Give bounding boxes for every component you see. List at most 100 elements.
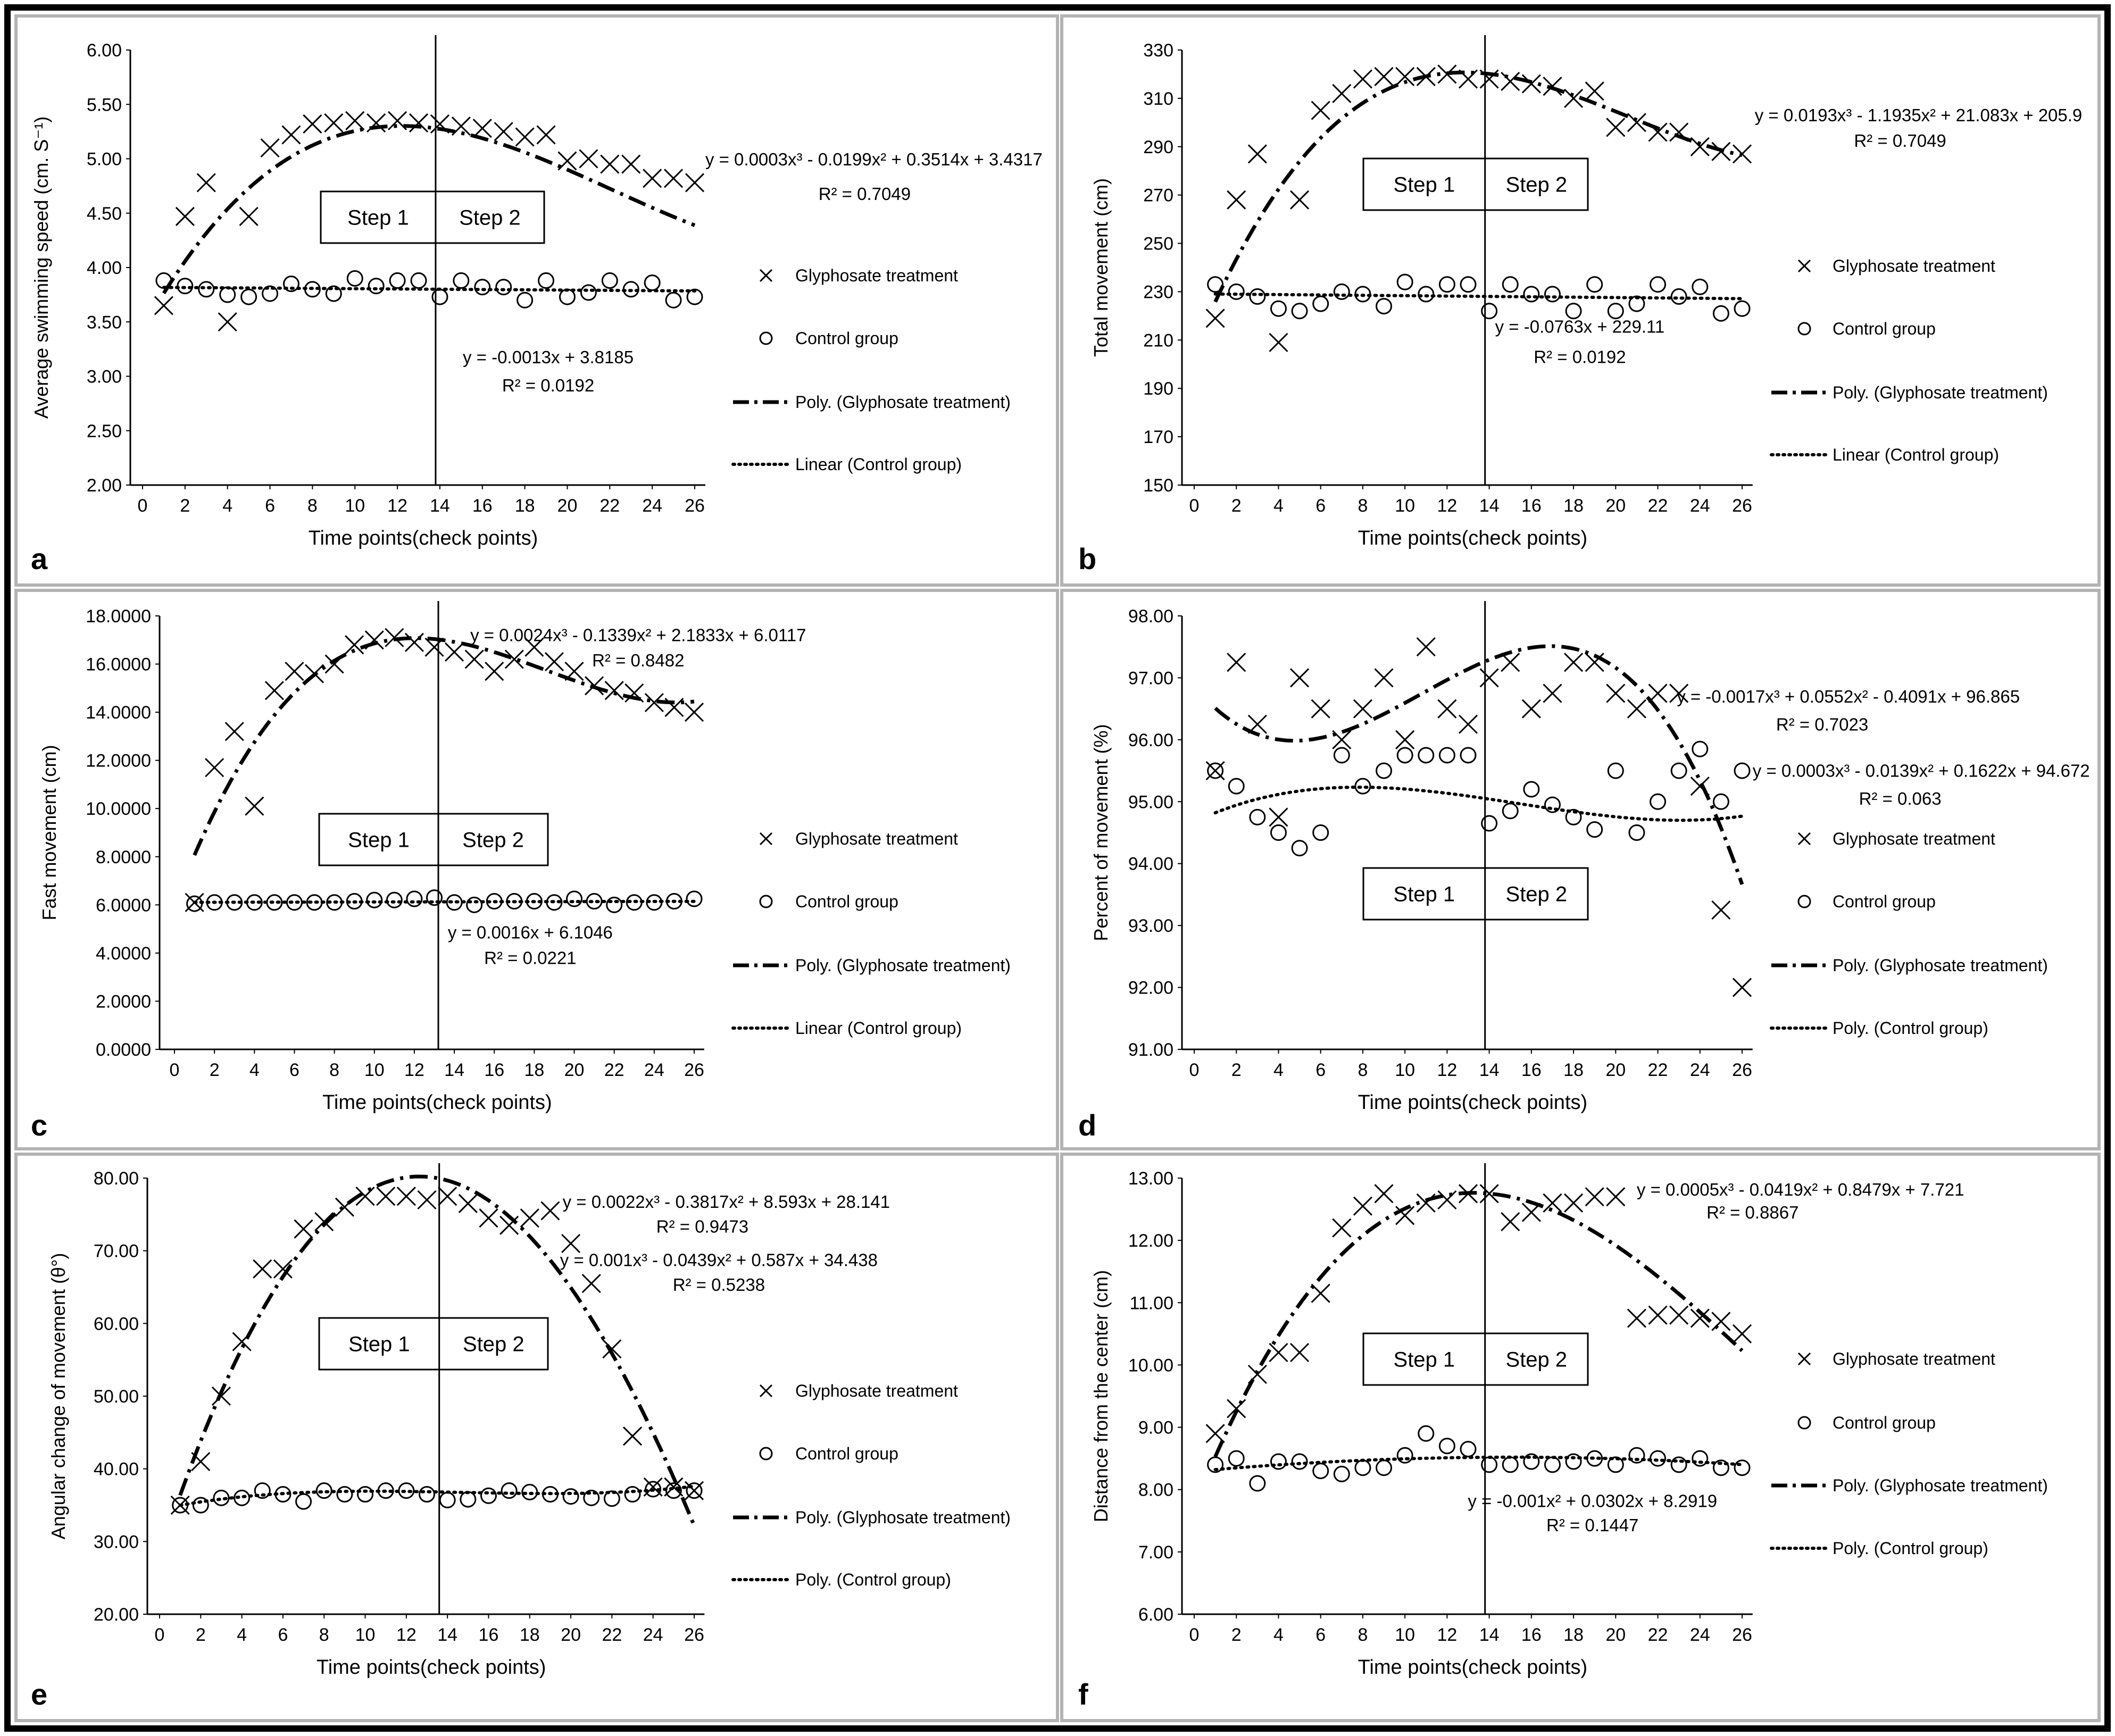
control-point (1502, 276, 1519, 293)
y-tick-label: 14.0000 (86, 703, 151, 723)
legend-entry-control: Control group (759, 892, 898, 911)
x-marker-stroke (1247, 1364, 1267, 1384)
control-point (1312, 1463, 1329, 1480)
legend-entry-poly_glyphosate: Poly. (Glyphosate treatment) (733, 956, 1011, 975)
y-tick-label: 96.00 (1128, 730, 1173, 750)
y-axis-label: Total movement (cm) (1090, 178, 1112, 357)
y-tick-label: 16.0000 (86, 655, 151, 675)
x-marker-stroke (1332, 730, 1352, 749)
step2-label: Step 2 (463, 1333, 524, 1356)
glyphosate-point (1669, 1305, 1689, 1325)
trendline-equation: y = 0.0024x³ - 0.1339x² + 2.1833x + 6.01… (470, 625, 806, 645)
x-tick-label: 12 (1437, 1060, 1457, 1080)
trendline-equation: R² = 0.9473 (656, 1217, 748, 1237)
control-point (1523, 286, 1540, 303)
trendline-equation: R² = 0.0221 (484, 948, 576, 967)
y-tick-label: 5.00 (87, 149, 122, 170)
x-tick-label: 2 (1231, 496, 1242, 516)
panel-label: f (1078, 1677, 1088, 1711)
x-tick-label: 2 (1231, 1625, 1242, 1645)
x-tick-label: 18 (520, 1625, 540, 1645)
x-marker-stroke (536, 125, 556, 145)
control-point (304, 281, 321, 298)
glyphosate-point (1458, 1184, 1478, 1204)
glyphosate-point (376, 1187, 396, 1206)
x-tick-label: 6 (289, 1060, 299, 1080)
x-marker-stroke (345, 111, 365, 130)
x-marker-stroke (684, 1481, 704, 1500)
glyphosate-point (1205, 761, 1225, 781)
glyphosate-fit-line (162, 124, 696, 295)
legend-x-marker (759, 832, 773, 846)
control-point (466, 896, 483, 913)
y-tick-label: 11.00 (1129, 1293, 1173, 1313)
control-point (646, 894, 663, 911)
control-point (1586, 821, 1603, 838)
trendline-equation: y = 0.001x³ - 0.0439x² + 0.587x + 34.438 (560, 1250, 878, 1270)
trendline-equation: y = 0.0022x³ - 0.3817x² + 8.593x + 28.14… (563, 1192, 890, 1212)
control-point (1333, 747, 1350, 764)
x-tick-label: 24 (642, 496, 662, 516)
control-point (219, 286, 236, 303)
control-point (562, 1488, 579, 1505)
glyphosate-point (579, 149, 598, 169)
control-point (603, 1490, 620, 1507)
control-point (357, 1486, 374, 1503)
panel-a: 2.002.503.003.504.004.505.005.506.000 2 4 6… (14, 14, 1059, 587)
x-marker-stroke (1606, 683, 1626, 703)
x-marker-stroke (1711, 141, 1731, 161)
glyphosate-point (1227, 190, 1246, 210)
control-point (346, 270, 363, 287)
x-marker-stroke (1711, 900, 1731, 920)
x-tick-label: 26 (684, 1625, 704, 1645)
y-tick-label: 310 (1143, 89, 1173, 109)
control-point (1565, 303, 1582, 320)
legend-entry-poly_glyphosate: Poly. (Glyphosate treatment) (733, 393, 1011, 412)
glyphosate-point (564, 662, 584, 681)
glyphosate-point (260, 138, 280, 158)
x-marker-stroke (264, 681, 284, 700)
x-tick-label: 18 (524, 1060, 544, 1080)
legend-entry-glyphosate: Glyphosate treatment (1797, 829, 1995, 848)
x-marker-stroke (273, 1259, 293, 1279)
x-marker-stroke (1543, 1193, 1562, 1213)
glyphosate-point (424, 637, 444, 657)
trendline-equation: R² = 0.063 (1859, 789, 1942, 808)
glyphosate-point (1247, 714, 1267, 734)
trendline-equation: y = 0.0016x + 6.1046 (448, 923, 613, 942)
glyphosate-point (1711, 900, 1731, 920)
x-tick-label: 16 (1521, 1060, 1542, 1080)
legend-label: Linear (Control group) (1833, 445, 1999, 464)
step1-label: Step 1 (348, 829, 410, 852)
glyphosate-point (1690, 777, 1710, 796)
x-marker-stroke (479, 1208, 498, 1228)
y-tick-label: 60.00 (94, 1314, 139, 1334)
control-point (1376, 1459, 1393, 1476)
control-point (686, 890, 703, 907)
glyphosate-point (1311, 1283, 1330, 1303)
y-tick-label: 18.0000 (86, 606, 151, 627)
x-axis-label: Time points(check points) (322, 1091, 552, 1114)
glyphosate-point (1247, 144, 1267, 164)
y-tick-label: 80.00 (94, 1169, 139, 1189)
x-marker-stroke (1501, 1212, 1520, 1232)
x-marker-stroke (1732, 144, 1752, 164)
glyphosate-point (504, 649, 524, 669)
x-marker-stroke (1564, 1193, 1584, 1213)
control-point (326, 894, 343, 911)
glyphosate-fit-line (193, 636, 695, 856)
x-marker-stroke (1374, 1184, 1394, 1204)
glyphosate-point (224, 722, 244, 741)
control-point (1607, 1456, 1624, 1473)
step2-label: Step 2 (459, 206, 521, 230)
glyphosate-point (273, 1259, 293, 1279)
x-marker-stroke (1521, 1203, 1541, 1222)
glyphosate-point (385, 628, 404, 647)
y-tick-label: 8.00 (1138, 1480, 1173, 1500)
glyphosate-point (1732, 978, 1752, 997)
control-point (1523, 781, 1540, 798)
x-tick-label: 20 (561, 1625, 581, 1645)
control-point (1670, 762, 1687, 779)
control-point (226, 894, 243, 911)
